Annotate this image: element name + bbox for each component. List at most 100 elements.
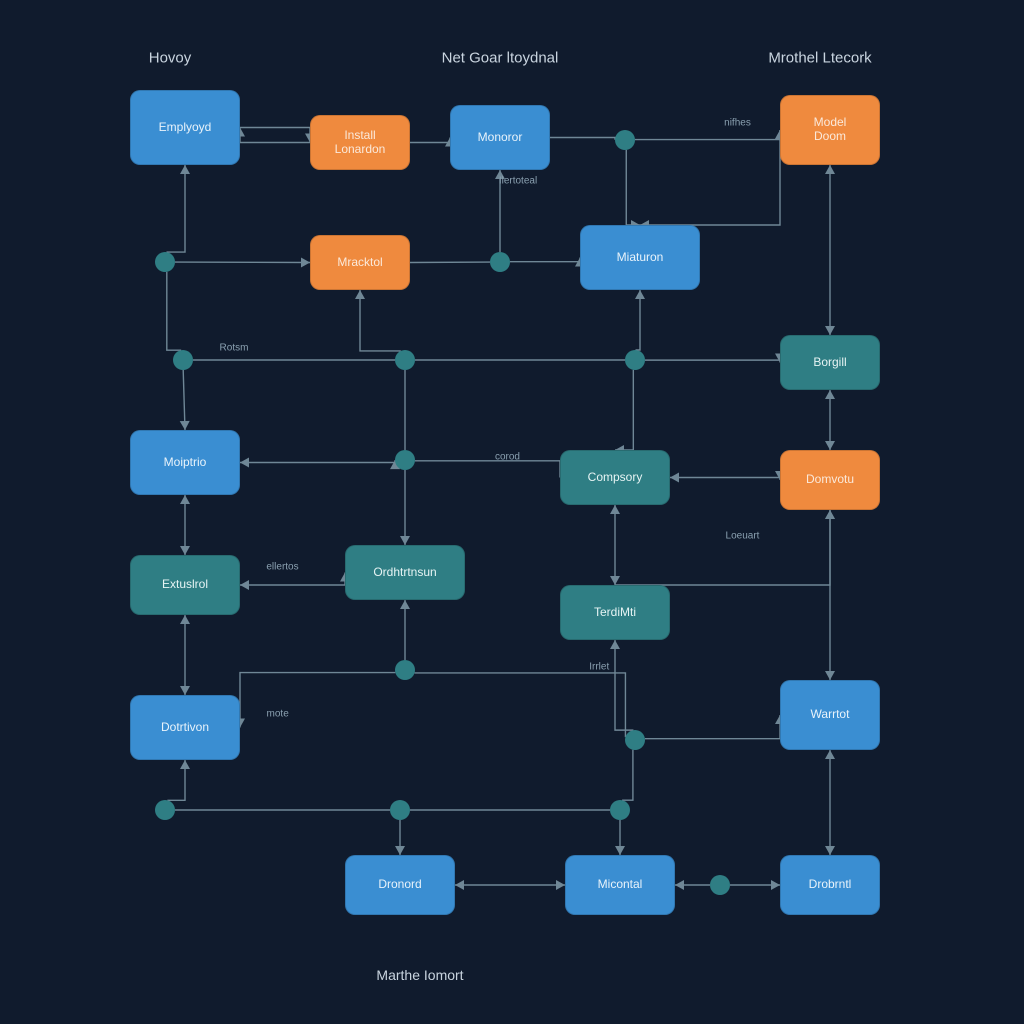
edge-label: Rotsm [220, 343, 249, 354]
arrowhead-icon [180, 495, 190, 504]
junction-dot [395, 660, 415, 680]
edge-label: mote [267, 709, 289, 720]
edge [240, 460, 395, 462]
arrowhead-icon [670, 473, 679, 483]
arrowhead-icon [610, 505, 620, 514]
edge [615, 510, 830, 585]
arrowhead-icon [556, 880, 565, 890]
arrowhead-icon [825, 390, 835, 399]
edge [615, 640, 633, 730]
edge [166, 165, 185, 252]
node-label: Drobrntl [809, 878, 852, 892]
edge-label: Irrlet [589, 662, 609, 673]
n-board: Borgill [780, 335, 880, 390]
edge [626, 150, 640, 225]
n-install: InstallLonardon [310, 115, 410, 170]
edge [167, 760, 185, 800]
edge-label: Ilertoteal [499, 176, 537, 187]
junction-dot [155, 800, 175, 820]
arrowhead-icon [180, 421, 190, 430]
n-distrib2: Drobrntl [780, 855, 880, 915]
n-compose: Compsory [560, 450, 670, 505]
junction-dot [395, 350, 415, 370]
node-label: Ordhtrtnsun [373, 566, 436, 580]
node-label: Dotrtivon [161, 721, 209, 735]
arrowhead-icon [825, 165, 835, 174]
arrowhead-icon [240, 458, 249, 468]
arrowhead-icon [180, 546, 190, 555]
edge [615, 370, 633, 450]
arrowhead-icon [610, 640, 620, 649]
node-label: Mracktol [337, 256, 382, 270]
n-account: Micontal [565, 855, 675, 915]
junction-dot [490, 252, 510, 272]
node-label: Moiptrio [164, 456, 207, 470]
edge [670, 478, 780, 481]
node-label: Monoror [478, 131, 523, 145]
edge [360, 290, 401, 351]
junction-dot [395, 450, 415, 470]
edge [240, 128, 310, 143]
hdr-center: Net Goar ltoydnal [442, 50, 559, 67]
node-label: Extuslrol [162, 578, 208, 592]
junction-dot [710, 875, 730, 895]
arrowhead-icon [825, 510, 835, 519]
junction-dot [610, 800, 630, 820]
edge [410, 138, 450, 143]
edge [240, 573, 345, 586]
arrowhead-icon [180, 686, 190, 695]
edge [635, 290, 640, 350]
n-territory: TerdiMti [560, 585, 670, 640]
node-label: Emplyoyd [159, 121, 212, 135]
n-orchestr: Ordhtrtnsun [345, 545, 465, 600]
edge-label: Loeuart [726, 530, 760, 541]
arrowhead-icon [395, 846, 405, 855]
edge [415, 673, 626, 737]
junction-dot [155, 252, 175, 272]
arrowhead-icon [240, 580, 249, 590]
node-label: Micontal [598, 878, 643, 892]
arrowhead-icon [771, 880, 780, 890]
junction-dot [625, 350, 645, 370]
edge [645, 360, 780, 362]
arrowhead-icon [495, 170, 505, 179]
edge [640, 130, 780, 225]
arrowhead-icon [825, 326, 835, 335]
n-external: Extuslrol [130, 555, 240, 615]
node-label: TerdiMti [594, 606, 636, 620]
arrowhead-icon [635, 290, 645, 299]
edge-label: nifhes [724, 117, 751, 128]
arrowhead-icon [180, 165, 190, 174]
ftr: Marthe Iomort [376, 967, 463, 983]
edge [240, 128, 310, 143]
edge-label: ellertos [266, 561, 298, 572]
n-dispose: Dronord [345, 855, 455, 915]
edge [240, 673, 395, 728]
node-label: Warrtot [811, 708, 850, 722]
arrowhead-icon [825, 441, 835, 450]
edge [622, 750, 633, 800]
n-nation: Miaturon [580, 225, 700, 290]
edge [167, 272, 181, 350]
arrowhead-icon [390, 460, 400, 469]
node-label: Compsory [588, 471, 643, 485]
arrowhead-icon [825, 750, 835, 759]
junction-dot [390, 800, 410, 820]
node-label: Borgill [813, 356, 846, 370]
arrowhead-icon [825, 846, 835, 855]
node-label: InstallLonardon [335, 129, 386, 157]
n-monitor: Monoror [450, 105, 550, 170]
node-label: Dronord [378, 878, 421, 892]
edge [635, 130, 780, 140]
n-medical: Moiptrio [130, 430, 240, 495]
arrowhead-icon [610, 576, 620, 585]
arrowhead-icon [615, 846, 625, 855]
arrowhead-icon [400, 536, 410, 545]
hdr-left: Hovoy [149, 50, 192, 67]
edge [645, 715, 780, 739]
arrowhead-icon [301, 257, 310, 267]
junction-dot [173, 350, 193, 370]
n-modeldn: ModelDoom [780, 95, 880, 165]
n-distrib: Dotrtivon [130, 695, 240, 760]
arrowhead-icon [400, 600, 410, 609]
